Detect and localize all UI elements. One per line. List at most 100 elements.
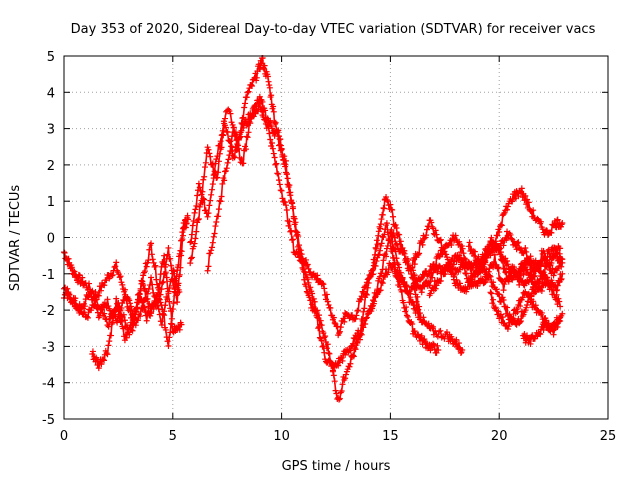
data-point-marker [523,248,530,255]
data-point-marker [497,298,504,305]
data-point-marker [404,256,411,263]
data-point-marker [242,100,249,107]
data-point-marker [493,286,500,293]
data-point-marker [113,259,120,266]
data-point-marker [180,232,187,239]
data-point-marker [383,253,390,260]
data-point-marker [466,239,473,246]
data-point-marker [106,338,113,345]
data-point-marker [269,145,276,152]
data-point-marker [435,347,442,354]
data-point-marker [417,285,424,292]
data-point-marker [411,328,418,335]
data-point-marker [147,312,154,319]
data-point-marker [518,185,525,192]
data-point-marker [437,263,444,270]
data-point-marker [418,332,425,339]
data-point-marker [151,293,158,300]
data-point-marker [158,321,165,328]
data-point-marker [416,250,423,257]
data-point-marker [278,187,285,194]
data-point-marker [531,288,538,295]
data-point-marker [381,205,388,212]
data-point-marker [378,216,385,223]
data-point-marker [176,326,183,333]
data-point-marker [410,305,417,312]
data-point-marker [288,198,295,205]
data-point-marker [212,223,219,230]
data-point-marker [385,269,392,276]
data-point-marker [302,283,309,290]
data-point-marker [339,381,346,388]
data-point-marker [478,259,485,266]
data-point-marker [188,254,195,261]
data-point-marker [113,295,120,302]
data-point-marker [554,282,561,289]
data-point-marker [397,238,404,245]
data-point-marker [504,203,511,210]
data-point-marker [123,297,130,304]
data-point-marker [200,176,207,183]
data-point-marker [395,245,402,252]
data-point-marker [275,133,282,140]
data-point-marker [307,284,314,291]
data-point-marker [517,270,524,277]
data-point-marker [531,272,538,279]
data-point-marker [281,153,288,160]
data-point-marker [423,232,430,239]
data-point-marker [86,280,93,287]
data-point-marker [267,117,274,124]
data-point-marker [526,292,533,299]
data-point-marker [367,272,374,279]
data-point-marker [421,235,428,242]
data-point-marker [319,280,326,287]
data-point-marker [210,233,217,240]
data-point-marker [81,309,88,316]
data-point-marker [130,315,137,322]
data-point-marker [374,241,381,248]
data-point-marker [390,213,397,220]
data-point-marker [448,266,455,273]
data-point-marker [389,206,396,213]
data-point-marker [495,308,502,315]
data-point-marker [328,363,335,370]
data-point-marker [379,280,386,287]
data-point-marker [339,357,346,364]
data-point-marker [457,280,464,287]
data-point-marker [547,280,554,287]
data-point-marker [515,239,522,246]
data-point-marker [152,262,159,269]
data-point-marker [392,221,399,228]
data-point-marker [391,234,398,241]
data-point-marker [496,228,503,235]
data-point-marker [333,390,340,397]
data-point-marker [414,293,421,300]
data-point-marker [433,231,440,238]
data-point-marker [101,299,108,306]
data-point-marker [557,303,564,310]
data-point-marker [211,170,218,177]
data-point-marker [206,150,213,157]
data-point-marker [423,226,430,233]
data-point-marker [245,129,252,136]
data-point-marker [232,131,239,138]
data-point-marker [275,142,282,149]
data-point-marker [369,266,376,273]
data-point-marker [538,287,545,294]
data-point-marker [329,361,336,368]
data-point-marker [266,82,273,89]
data-point-marker [117,273,124,280]
data-point-marker [287,189,294,196]
data-point-marker [510,315,517,322]
data-point-marker [463,259,470,266]
data-point-marker [354,307,361,314]
data-point-marker [268,92,275,99]
data-point-marker [452,232,459,239]
data-point-marker [534,263,541,270]
data-point-marker [453,276,460,283]
data-point-marker [169,306,176,313]
data-point-marker [165,244,172,251]
data-point-marker [428,219,435,226]
data-point-marker [497,249,504,256]
data-point-marker [366,307,373,314]
